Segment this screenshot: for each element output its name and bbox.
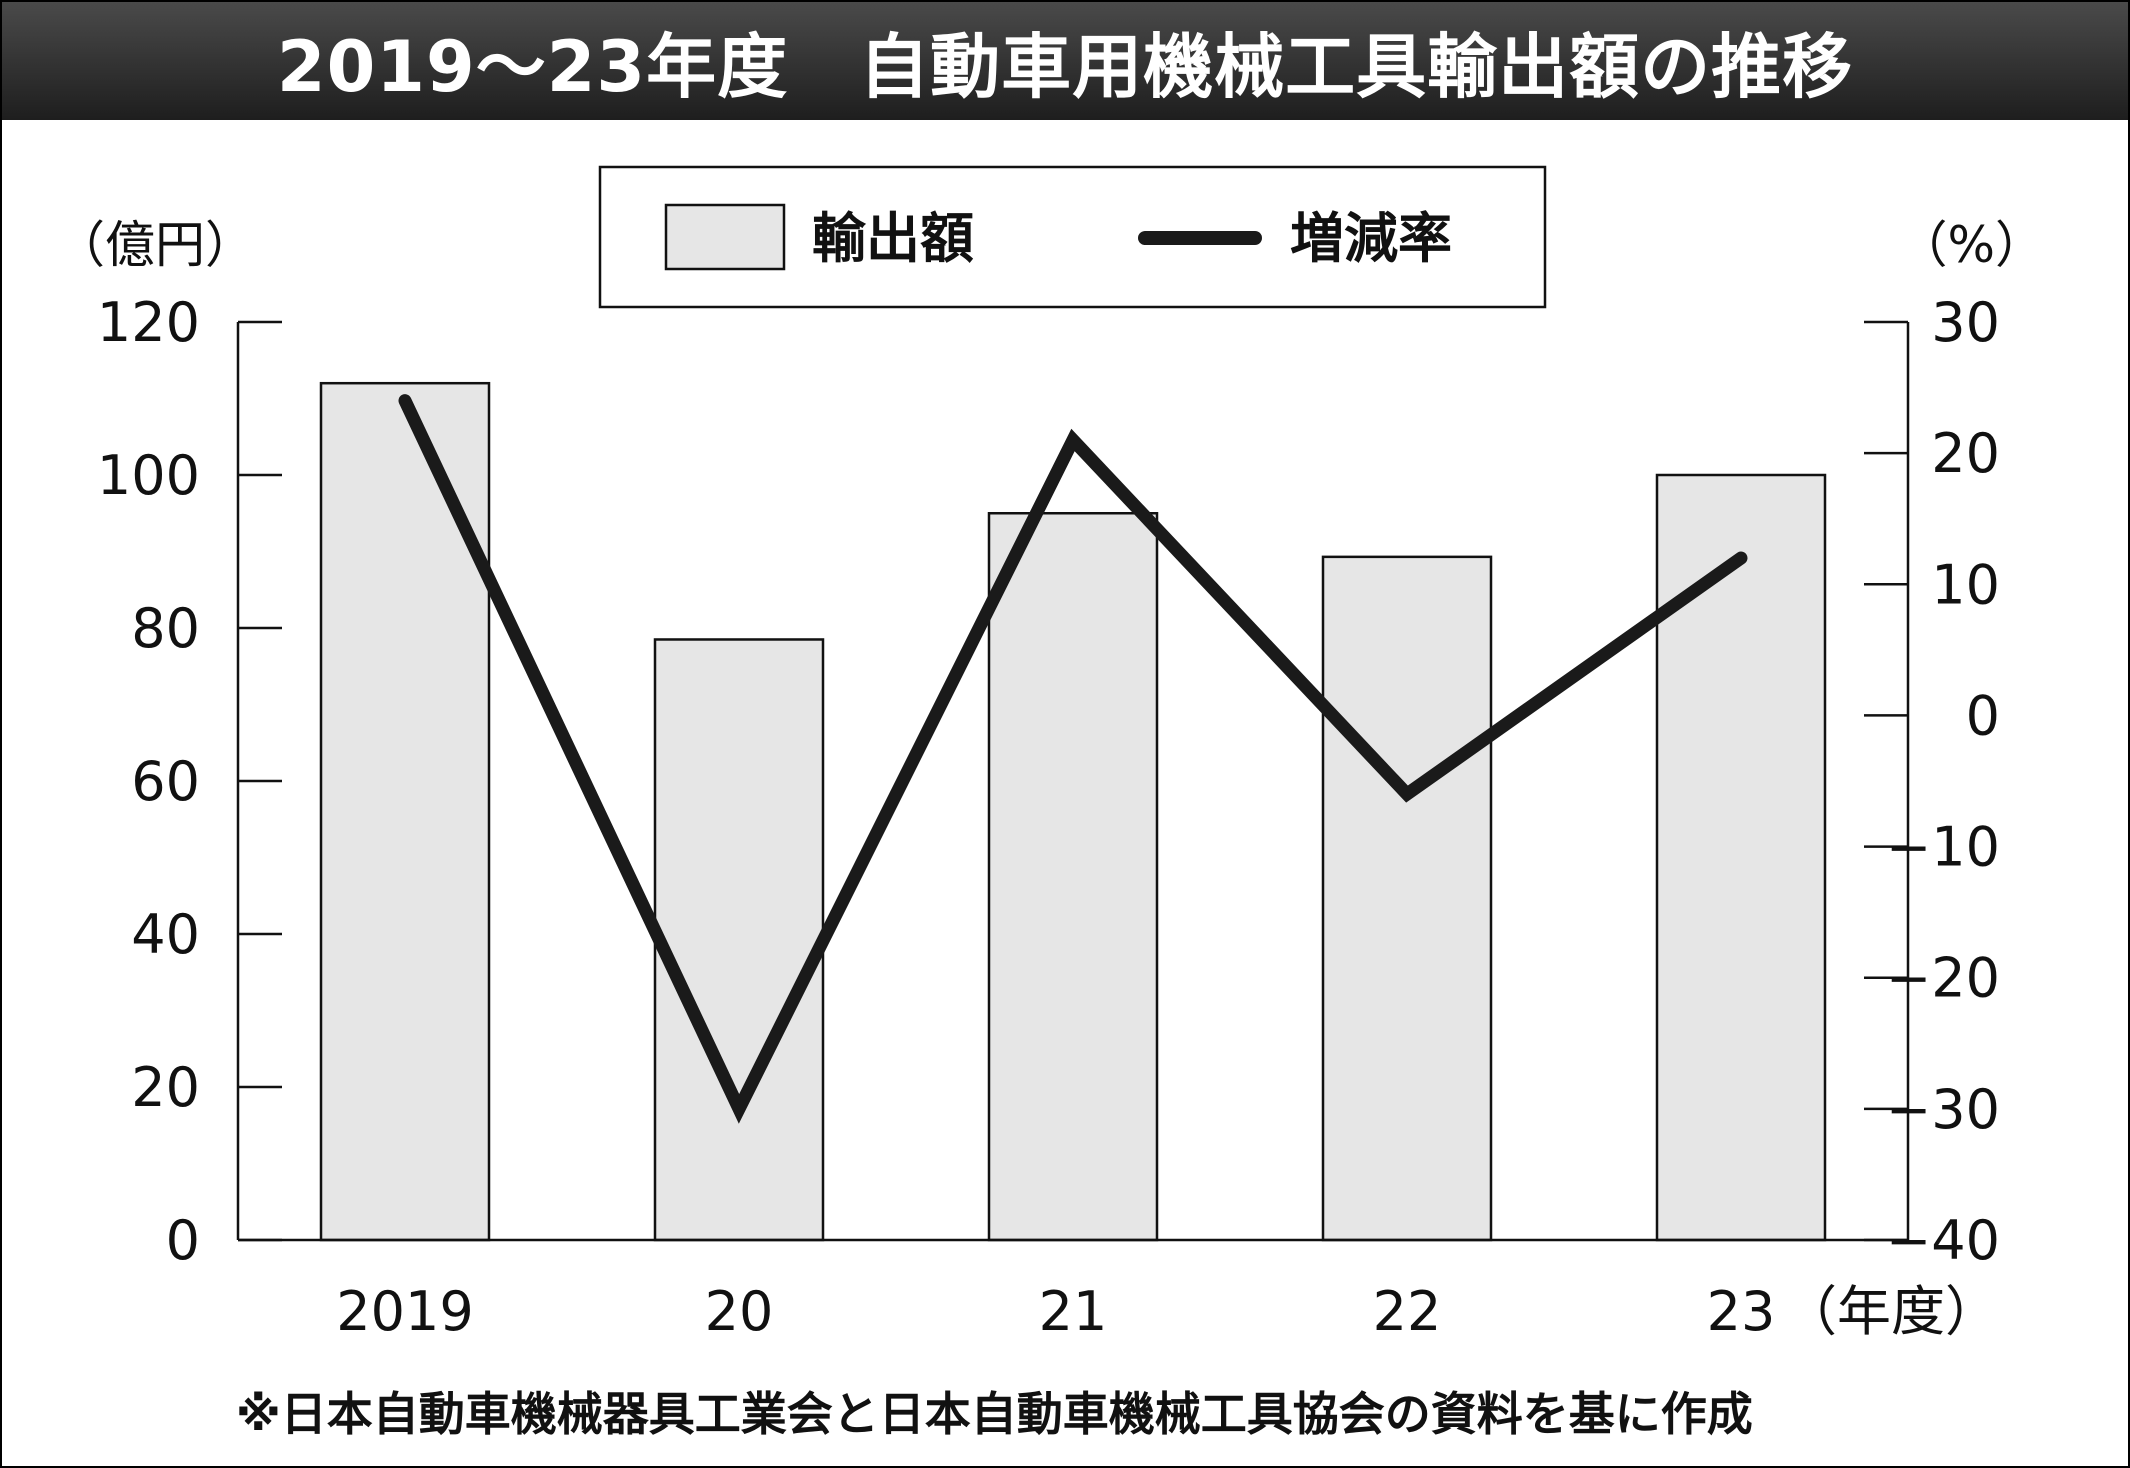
y-right-tick-label: 20 <box>1931 422 2000 485</box>
y-left-tick-label: 60 <box>131 750 200 813</box>
y-right-tick-label: −30 <box>1886 1078 2000 1141</box>
y-left-tick-label: 80 <box>131 597 200 660</box>
bar-22 <box>1321 555 1493 1242</box>
x-axis-unit: （年度） <box>1783 1280 1999 1343</box>
bars-group <box>319 381 1827 1242</box>
line-series-group <box>398 394 1748 1124</box>
y-left-tick-label: 120 <box>97 291 200 354</box>
bar-21 <box>987 512 1159 1242</box>
legend: 輸出額 増減率 <box>598 165 1547 309</box>
y-left-tick-label: 0 <box>166 1209 200 1272</box>
line-point-2019 <box>404 400 406 402</box>
chart-title: 2019～23年度 自動車用機械工具輸出額の推移 <box>276 25 1854 108</box>
title-bar: 2019～23年度 自動車用機械工具輸出額の推移 <box>2 2 2128 120</box>
y-right-tick-label: −10 <box>1886 816 2000 879</box>
bar-20 <box>653 638 825 1242</box>
source-note: ※日本自動車機械器具工業会と日本自動車機械工具協会の資料を基に作成 <box>236 1387 1753 1441</box>
x-tick-label: 2019 <box>336 1280 473 1343</box>
x-tick-label: 23 <box>1707 1280 1776 1343</box>
y-left-unit: （億円） <box>55 216 255 274</box>
axes-group: 0 20 40 60 80 100 120 −40 −30 −20 −10 0 10 20 30 <box>97 291 2000 1272</box>
x-axis-labels: 2019 20 21 22 23 （年度） <box>336 1280 1999 1343</box>
legend-line-label: 増減率 <box>1290 207 1452 270</box>
line-point-23 <box>1740 557 1742 559</box>
y-right-tick-label: −20 <box>1886 947 2000 1010</box>
y-right-tick-label: 0 <box>1966 684 2000 747</box>
y-right-unit: （%） <box>1897 216 2045 274</box>
y-right-tick-label: −40 <box>1886 1209 2000 1272</box>
bar-23 <box>1655 473 1827 1242</box>
x-tick-label: 21 <box>1039 1280 1108 1343</box>
y-left-tick-label: 100 <box>97 444 200 507</box>
y-left-tick-label: 20 <box>131 1056 200 1119</box>
y-right-tick-label: 10 <box>1931 553 2000 616</box>
y-right-tick-label: 30 <box>1931 291 2000 354</box>
line-point-21 <box>1072 439 1074 441</box>
legend-box <box>598 165 1547 309</box>
legend-bar-swatch <box>664 203 786 271</box>
line-point-22 <box>1406 793 1408 795</box>
line-point-20 <box>738 1108 740 1110</box>
y-left-tick-label: 40 <box>131 903 200 966</box>
x-tick-label: 22 <box>1373 1280 1442 1343</box>
legend-bar-label: 輸出額 <box>812 207 974 270</box>
x-tick-label: 20 <box>705 1280 774 1343</box>
